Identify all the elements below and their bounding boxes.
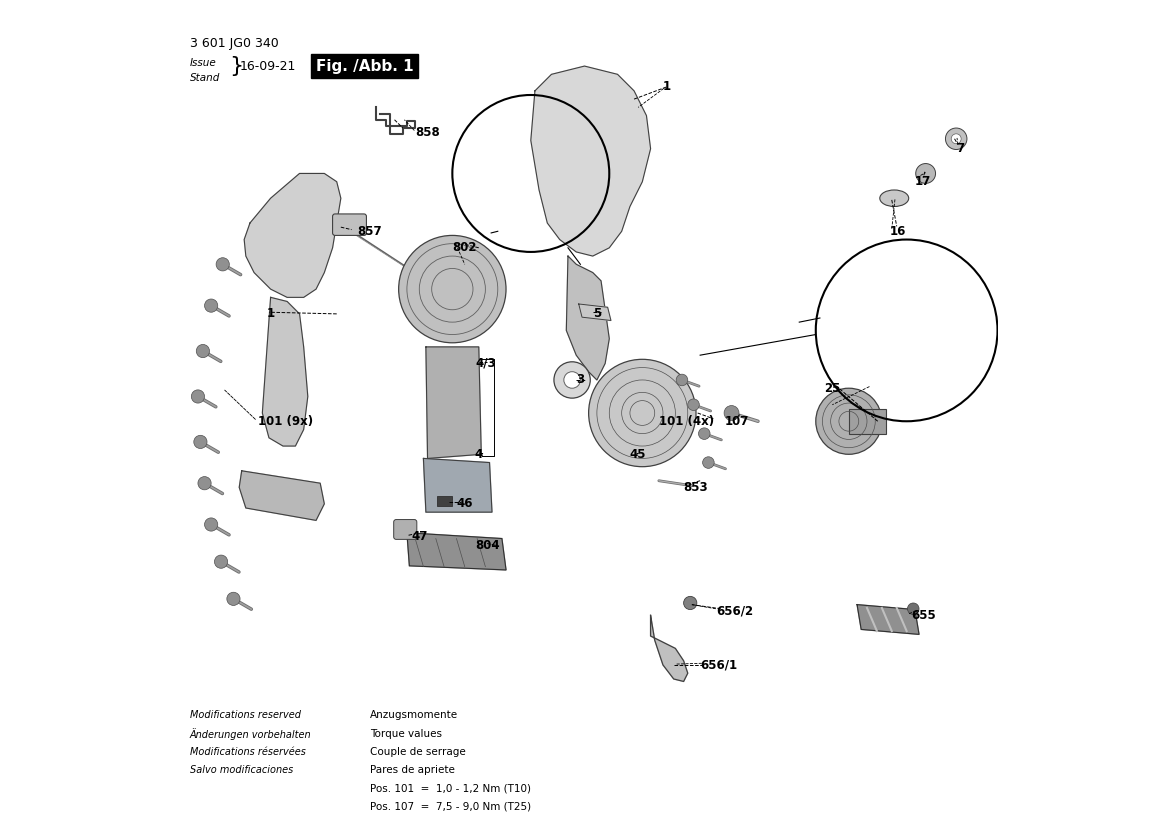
Text: Torque values: Torque values bbox=[369, 729, 442, 738]
Text: 46: 46 bbox=[456, 497, 473, 510]
Polygon shape bbox=[579, 304, 611, 320]
Text: 857: 857 bbox=[358, 225, 382, 238]
Circle shape bbox=[816, 388, 881, 454]
Text: Pos. 101  =  1,0 - 1,2 Nm (T10): Pos. 101 = 1,0 - 1,2 Nm (T10) bbox=[369, 783, 531, 793]
Polygon shape bbox=[240, 471, 324, 520]
Circle shape bbox=[703, 457, 714, 468]
Circle shape bbox=[724, 406, 739, 420]
Text: 804: 804 bbox=[476, 539, 500, 552]
Polygon shape bbox=[407, 533, 506, 570]
Text: 25: 25 bbox=[824, 382, 841, 395]
Circle shape bbox=[915, 164, 935, 183]
Polygon shape bbox=[426, 347, 482, 458]
Text: 4/3: 4/3 bbox=[476, 357, 496, 370]
Circle shape bbox=[205, 518, 217, 531]
Text: Fig. /Abb. 1: Fig. /Abb. 1 bbox=[316, 59, 414, 74]
Circle shape bbox=[907, 603, 919, 615]
Text: 16-09-21: 16-09-21 bbox=[240, 59, 296, 73]
Circle shape bbox=[399, 235, 506, 343]
Text: Modifications reserved: Modifications reserved bbox=[189, 710, 300, 720]
Polygon shape bbox=[651, 615, 687, 681]
Text: 101 (9x): 101 (9x) bbox=[258, 415, 313, 428]
Circle shape bbox=[198, 477, 212, 490]
Text: 107: 107 bbox=[725, 415, 749, 428]
Text: Pos. 107  =  7,5 - 9,0 Nm (T25): Pos. 107 = 7,5 - 9,0 Nm (T25) bbox=[369, 801, 531, 811]
Circle shape bbox=[196, 344, 209, 358]
Text: 3: 3 bbox=[576, 373, 584, 387]
Text: Couple de serrage: Couple de serrage bbox=[369, 747, 465, 757]
Text: 802: 802 bbox=[452, 241, 477, 254]
Text: 16: 16 bbox=[890, 225, 906, 238]
Text: 853: 853 bbox=[684, 481, 708, 494]
Circle shape bbox=[952, 134, 961, 144]
Circle shape bbox=[214, 555, 228, 568]
Circle shape bbox=[216, 258, 229, 271]
Text: Issue: Issue bbox=[189, 58, 216, 68]
Polygon shape bbox=[531, 66, 651, 256]
Text: 3 601 JG0 340: 3 601 JG0 340 bbox=[189, 37, 278, 50]
Text: 45: 45 bbox=[630, 448, 646, 461]
Text: 7: 7 bbox=[956, 142, 964, 155]
Polygon shape bbox=[262, 297, 307, 446]
Polygon shape bbox=[857, 605, 919, 634]
FancyBboxPatch shape bbox=[332, 214, 366, 235]
Circle shape bbox=[554, 362, 590, 398]
Polygon shape bbox=[423, 458, 492, 512]
Circle shape bbox=[227, 592, 240, 605]
Circle shape bbox=[676, 374, 687, 386]
Text: 1: 1 bbox=[267, 307, 275, 320]
Text: 656/2: 656/2 bbox=[717, 605, 754, 618]
Text: Modifications réservées: Modifications réservées bbox=[189, 747, 305, 757]
Text: Änderungen vorbehalten: Änderungen vorbehalten bbox=[189, 729, 311, 740]
Circle shape bbox=[563, 372, 580, 388]
Circle shape bbox=[687, 399, 699, 411]
Text: }: } bbox=[229, 56, 243, 76]
Text: Salvo modificaciones: Salvo modificaciones bbox=[189, 765, 293, 775]
Text: 47: 47 bbox=[411, 530, 428, 544]
Ellipse shape bbox=[880, 190, 908, 206]
Circle shape bbox=[589, 359, 696, 467]
Text: 17: 17 bbox=[915, 175, 932, 188]
Polygon shape bbox=[244, 173, 341, 297]
Circle shape bbox=[699, 428, 710, 439]
Circle shape bbox=[192, 390, 205, 403]
Circle shape bbox=[684, 596, 697, 610]
Text: Anzugsmomente: Anzugsmomente bbox=[369, 710, 458, 720]
Bar bbox=[849, 409, 886, 434]
Text: 1: 1 bbox=[663, 80, 671, 93]
Circle shape bbox=[946, 128, 967, 150]
Circle shape bbox=[205, 299, 217, 312]
Text: 656/1: 656/1 bbox=[700, 658, 738, 672]
Text: 4: 4 bbox=[475, 448, 483, 461]
FancyBboxPatch shape bbox=[394, 520, 417, 539]
Polygon shape bbox=[566, 256, 609, 380]
Text: 858: 858 bbox=[415, 126, 440, 139]
Text: 5: 5 bbox=[593, 307, 601, 320]
Text: 655: 655 bbox=[911, 609, 935, 622]
Text: 101 (4x): 101 (4x) bbox=[659, 415, 714, 428]
Circle shape bbox=[194, 435, 207, 449]
Bar bbox=[437, 496, 452, 506]
Text: Stand: Stand bbox=[189, 73, 220, 83]
Text: Pares de apriete: Pares de apriete bbox=[369, 765, 455, 775]
